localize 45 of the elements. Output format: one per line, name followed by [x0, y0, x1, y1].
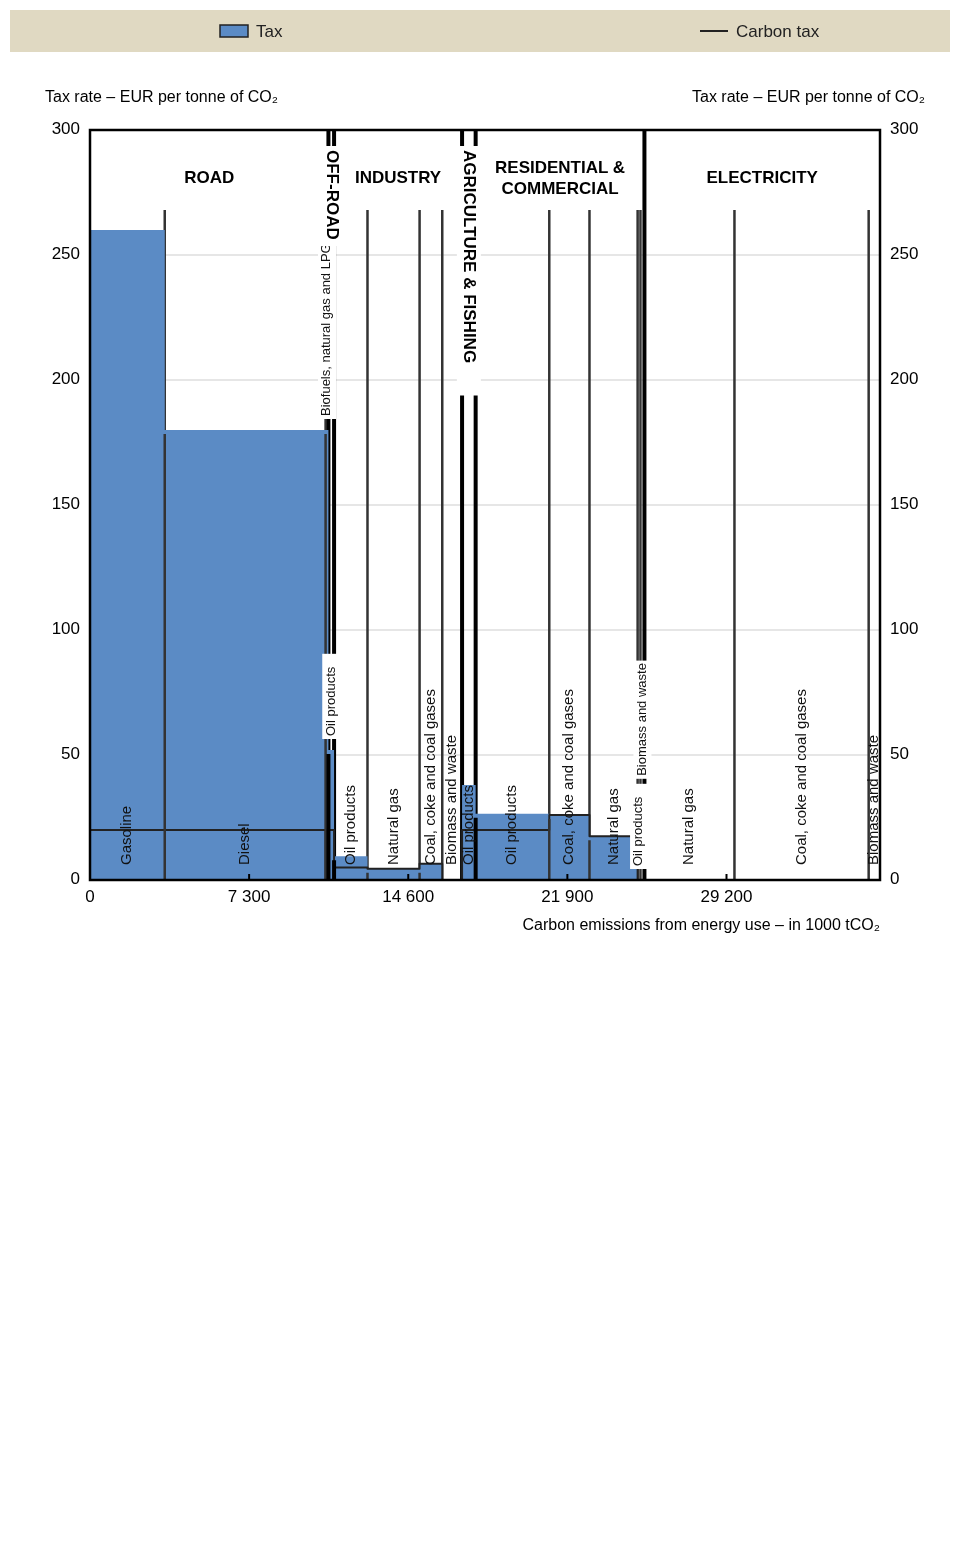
annotation: Diesel [235, 823, 253, 865]
annotation: Oil products [630, 796, 646, 866]
annotation: Natural gas [603, 788, 621, 865]
y2-tick-label: 0 [890, 869, 900, 889]
x-axis-title: Carbon emissions from energy use – in 1000 tCO₂ [522, 916, 880, 933]
annotation: INDUSTRY [354, 168, 442, 188]
legend-label: Tax [256, 21, 283, 41]
x-tick-label: 21 900 [541, 887, 594, 906]
annotation: Oil products [340, 784, 358, 865]
annotation: Biomass and waste [864, 734, 882, 865]
y2-tick-label: 100 [890, 619, 919, 639]
annotation: Coal, coke and coal gases [791, 689, 809, 865]
x-tick-label: 14 600 [382, 887, 435, 906]
y-tick-label: 250 [51, 244, 80, 264]
annotation: OFF-ROAD [322, 150, 342, 240]
annotation: ELECTRICITY [706, 168, 819, 188]
annotation: Biomass and waste [442, 734, 460, 865]
y-tick-label: 150 [51, 494, 80, 514]
x-tick-label: 7 300 [227, 887, 271, 906]
y2-tick-label: 200 [890, 369, 919, 389]
y-tick-label: 100 [51, 619, 80, 639]
annotation: Natural gas [679, 788, 697, 865]
annotation: Coal, coke and coal gases [559, 689, 577, 865]
y2-axis-title: Tax rate – EUR per tonne of CO₂ [692, 88, 925, 105]
legend-label: Carbon tax [736, 21, 820, 41]
y2-tick-label: 250 [890, 244, 919, 264]
annotation: RESIDENTIAL & COMMERCIAL [495, 158, 626, 198]
annotation: Oil products [322, 666, 338, 736]
y2-tick-label: 300 [890, 119, 919, 139]
annotation: Oil products [502, 784, 520, 865]
annotation: Biomass and waste [633, 663, 649, 776]
y-tick-label: 50 [61, 744, 80, 764]
annotation: Gasoline [117, 805, 135, 865]
y-tick-label: 200 [51, 369, 80, 389]
y-tick-label: 0 [70, 869, 80, 889]
y2-tick-label: 150 [890, 494, 919, 514]
annotation: Coal, coke and coal gases [420, 689, 438, 865]
y2-tick-label: 50 [890, 744, 909, 764]
x-tick-label: 29 200 [700, 887, 753, 906]
annotation: Natural gas [383, 788, 401, 865]
annotation: ROAD [184, 168, 235, 188]
annotation: AGRICULTURE & FISHING [460, 150, 480, 364]
y-axis-title: Tax rate – EUR per tonne of CO₂ [45, 88, 278, 105]
y-tick-label: 300 [51, 119, 80, 139]
x-tick-label: 0 [85, 887, 95, 906]
